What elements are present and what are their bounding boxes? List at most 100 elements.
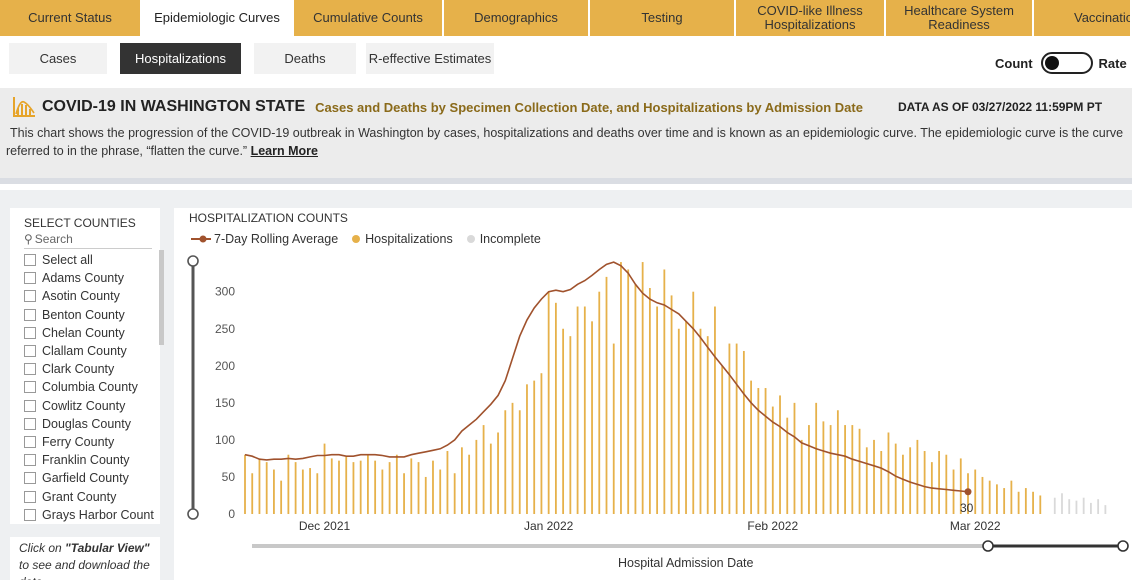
- subtab-cases[interactable]: Cases: [9, 43, 107, 74]
- county-label: Clallam County: [42, 344, 127, 359]
- county-label: Grant County: [42, 489, 117, 504]
- county-item[interactable]: Adams County: [24, 269, 154, 287]
- learn-more-link[interactable]: Learn More: [250, 144, 318, 158]
- subtab-r-effective[interactable]: R-effective Estimates: [366, 43, 494, 74]
- checkbox[interactable]: [24, 508, 36, 521]
- legend-label-rolling-average: 7-Day Rolling Average: [214, 232, 339, 246]
- info-banner: COVID-19 IN WASHINGTON STATE Cases and D…: [0, 88, 1132, 184]
- county-item[interactable]: Columbia County: [24, 378, 154, 396]
- hospitalization-bar: [620, 262, 622, 514]
- legend-item-rolling-average[interactable]: 7-Day Rolling Average: [191, 232, 338, 246]
- hospitalization-bar: [540, 373, 543, 514]
- checkbox[interactable]: [24, 417, 36, 430]
- hospitalization-bar: [887, 432, 890, 514]
- county-label: Benton County: [42, 307, 125, 322]
- checkbox[interactable]: [24, 490, 36, 503]
- subtab-hospitalizations[interactable]: Hospitalizations: [120, 43, 241, 74]
- tab-healthcare-readiness[interactable]: Healthcare System Readiness: [886, 0, 1034, 36]
- tab-testing[interactable]: Testing: [590, 0, 736, 36]
- county-slicer: SELECT COUNTIES ⚲ Search Select all Adams …: [10, 208, 164, 524]
- y-tick-label: 50: [222, 470, 236, 484]
- legend-item-hospitalizations[interactable]: Hospitalizations: [352, 232, 453, 246]
- county-item[interactable]: Benton County: [24, 306, 154, 324]
- checkbox[interactable]: [24, 272, 36, 285]
- county-search-input[interactable]: ⚲ Search: [24, 232, 152, 249]
- checkbox[interactable]: [24, 472, 36, 485]
- switch-knob: [1044, 56, 1059, 70]
- hospitalization-bar: [815, 402, 818, 514]
- count-rate-switch[interactable]: [1040, 52, 1093, 74]
- checkbox[interactable]: [24, 363, 36, 376]
- banner-title-row: COVID-19 IN WASHINGTON STATE Cases and D…: [12, 96, 863, 118]
- hospitalization-bar: [605, 276, 608, 514]
- incomplete-bar: [1053, 497, 1056, 514]
- tab-current-status[interactable]: Current Status: [0, 0, 142, 36]
- hospitalization-bar: [511, 402, 514, 514]
- county-label: Clark County: [42, 362, 115, 377]
- hospitalization-bar: [721, 365, 724, 514]
- hospitalization-bar: [728, 343, 731, 514]
- county-item[interactable]: Douglas County: [24, 415, 154, 433]
- legend-label-hospitalizations: Hospitalizations: [365, 232, 453, 246]
- county-item[interactable]: Clallam County: [24, 342, 154, 360]
- y-tick-label: 200: [215, 359, 235, 373]
- tab-epidemiologic-curves[interactable]: Epidemiologic Curves: [142, 0, 294, 36]
- hospitalization-bar: [952, 469, 955, 514]
- legend-item-incomplete[interactable]: Incomplete: [466, 232, 541, 246]
- checkbox[interactable]: [24, 254, 36, 267]
- hospitalization-bar: [533, 380, 536, 514]
- hospitalization-bar: [258, 458, 261, 514]
- x-axis-title: Hospital Admission Date: [618, 556, 754, 570]
- hospitalization-bar: [1024, 488, 1027, 514]
- tab-cumulative-counts[interactable]: Cumulative Counts: [294, 0, 444, 36]
- checkbox[interactable]: [24, 290, 36, 303]
- county-item[interactable]: Asotin County: [24, 287, 154, 305]
- tab-vaccinations[interactable]: Vaccinations: [1034, 0, 1132, 36]
- incomplete-bar: [1061, 493, 1063, 514]
- county-item[interactable]: Select all: [24, 251, 154, 269]
- checkbox[interactable]: [24, 399, 36, 412]
- checkbox[interactable]: [24, 435, 36, 448]
- county-item[interactable]: Clark County: [24, 360, 154, 378]
- checkbox[interactable]: [24, 308, 36, 321]
- hospitalization-bar: [280, 480, 283, 514]
- legend-label-incomplete: Incomplete: [479, 232, 541, 246]
- county-item[interactable]: Chelan County: [24, 324, 154, 342]
- tab-covid-like-illness[interactable]: COVID-like Illness Hospitalizations: [736, 0, 886, 36]
- hospitalization-bar: [656, 306, 659, 514]
- incomplete-bar: [1090, 502, 1092, 514]
- y-range-slider-handle-top: [187, 255, 199, 267]
- checkbox[interactable]: [24, 326, 36, 339]
- hospitalization-bar: [576, 306, 579, 514]
- hospitalization-bar: [714, 306, 716, 514]
- hospitalization-bar: [432, 460, 434, 514]
- county-item[interactable]: Grays Harbor County: [24, 506, 154, 524]
- county-item[interactable]: Garfield County: [24, 469, 154, 487]
- county-item[interactable]: Grant County: [24, 487, 154, 505]
- county-list-scrollbar[interactable]: [159, 250, 164, 345]
- county-item[interactable]: Franklin County: [24, 451, 154, 469]
- legend-line-dot-icon: [191, 235, 211, 243]
- county-item[interactable]: Ferry County: [24, 433, 154, 451]
- county-item[interactable]: Cowlitz County: [24, 397, 154, 415]
- hospitalization-bar: [779, 395, 781, 514]
- hospitalization-bar: [634, 284, 637, 514]
- hospitalization-bar: [663, 269, 666, 514]
- county-label: Grays Harbor County: [42, 507, 154, 522]
- hospitalization-bar: [945, 454, 948, 514]
- last-value-label: 30: [960, 501, 974, 515]
- hospitalization-bar: [439, 469, 442, 514]
- hospitalization-bar: [598, 291, 601, 514]
- checkbox[interactable]: [24, 454, 36, 467]
- tab-demographics[interactable]: Demographics: [444, 0, 590, 36]
- hospitalization-bar: [844, 425, 846, 514]
- subtab-deaths[interactable]: Deaths: [254, 43, 356, 74]
- hospitalization-bar: [1003, 488, 1006, 514]
- hospitalization-bar: [461, 447, 463, 514]
- x-tick-label: Mar 2022: [950, 519, 1001, 533]
- hospitalization-bar: [273, 469, 275, 514]
- checkbox[interactable]: [24, 381, 36, 394]
- hospitalization-bar: [641, 262, 644, 514]
- hospitalization-bar: [829, 425, 832, 514]
- checkbox[interactable]: [24, 345, 36, 358]
